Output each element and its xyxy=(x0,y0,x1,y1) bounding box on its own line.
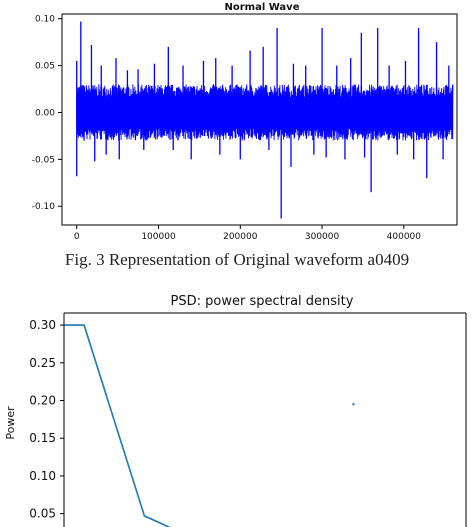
chart1-x-tick-label: 200000 xyxy=(223,232,258,242)
chart1-x-tick-label: 100000 xyxy=(141,232,176,242)
chart1-x-tick-label: 400000 xyxy=(387,232,422,242)
chart1-y-tick-label: 0.00 xyxy=(35,108,55,118)
figure-caption: Fig. 3 Representation of Original wavefo… xyxy=(64,250,410,269)
chart1-x-tick-label: 0 xyxy=(74,232,80,242)
psd-chart: PSD: power spectral density Power 0.30 0.… xyxy=(4,294,467,527)
chart2-title: PSD: power spectral density xyxy=(171,294,354,309)
chart1-title: Normal Wave xyxy=(225,2,300,13)
chart1-y-tick-label: 0.10 xyxy=(35,15,55,25)
chart2-plot-area xyxy=(64,313,466,527)
psd-line xyxy=(64,324,171,527)
chart2-y-tick-label: 0.05 xyxy=(29,507,56,521)
chart2-y-tick-label: 0.10 xyxy=(29,469,56,483)
chart2-y-axis-label: Power xyxy=(4,406,17,440)
chart1-frame xyxy=(61,13,458,226)
chart1-x-tick-label: 300000 xyxy=(305,232,340,242)
chart2-y-tick-label: 0.15 xyxy=(29,431,56,445)
normal-wave-chart: Normal Wave 0 100000 200000 300000 400000 0.1… xyxy=(32,2,458,242)
chart1-y-tick-label: 0.05 xyxy=(35,62,55,72)
chart1-y-tick-label: -0.10 xyxy=(32,202,56,212)
psd-marker-point xyxy=(352,403,355,406)
chart2-y-tick-label: 0.20 xyxy=(29,394,56,408)
wave-signal-band xyxy=(76,84,454,141)
chart1-y-tick-label: -0.05 xyxy=(32,155,55,165)
chart2-y-tick-label: 0.25 xyxy=(29,356,56,370)
chart2-y-tick-label: 0.30 xyxy=(29,318,56,332)
